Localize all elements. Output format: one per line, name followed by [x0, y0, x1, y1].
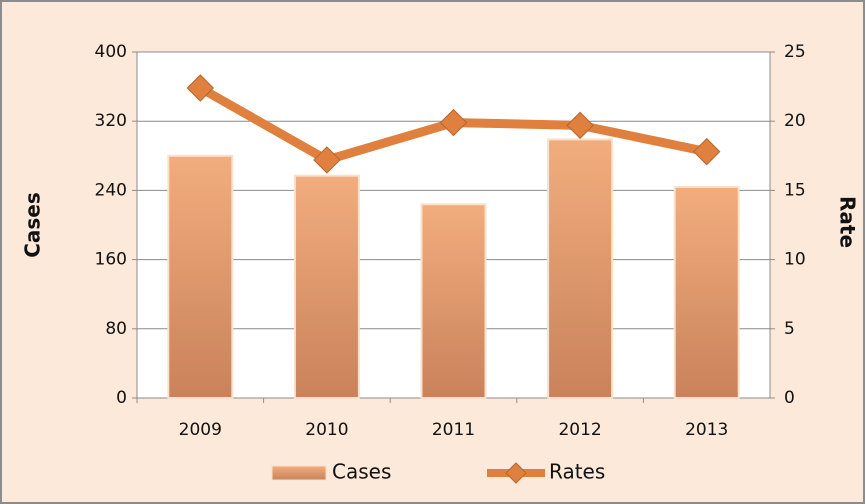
- x-tick-label: 2009: [179, 420, 222, 440]
- y2-tick-label: 10: [784, 250, 806, 270]
- y2-tick-label: 20: [784, 111, 806, 131]
- line-marker: [186, 74, 215, 102]
- bar: [547, 138, 614, 400]
- x-tick-label: 2010: [305, 420, 348, 440]
- y2-tick-label: 5: [784, 319, 795, 339]
- y-axis-title: Cases: [21, 192, 45, 258]
- y-tick-label: 0: [116, 388, 127, 408]
- y2-axis-title: Rate: [836, 196, 860, 248]
- line-marker: [692, 137, 721, 166]
- legend-label: Rates: [549, 460, 605, 484]
- bar: [167, 154, 234, 399]
- legend-swatch: [271, 465, 327, 481]
- x-tick-label: 2011: [432, 420, 475, 440]
- line-marker: [566, 111, 594, 140]
- line-marker: [313, 146, 341, 174]
- y-tick-label: 80: [105, 319, 127, 339]
- legend-label: Cases: [332, 460, 391, 484]
- bar: [673, 185, 740, 399]
- bar: [420, 203, 487, 399]
- x-tick-label: 2012: [558, 420, 601, 440]
- y-tick-label: 400: [95, 42, 127, 62]
- x-tick-label: 2013: [685, 420, 728, 440]
- line-marker: [439, 108, 468, 137]
- y2-tick-label: 0: [784, 388, 795, 408]
- y2-tick-label: 15: [784, 180, 806, 200]
- y2-tick-label: 25: [784, 42, 806, 62]
- y-tick-label: 240: [95, 180, 127, 200]
- y-tick-label: 320: [95, 111, 127, 131]
- legend-marker: [505, 462, 527, 484]
- bar: [293, 174, 360, 399]
- y-tick-label: 160: [95, 250, 127, 270]
